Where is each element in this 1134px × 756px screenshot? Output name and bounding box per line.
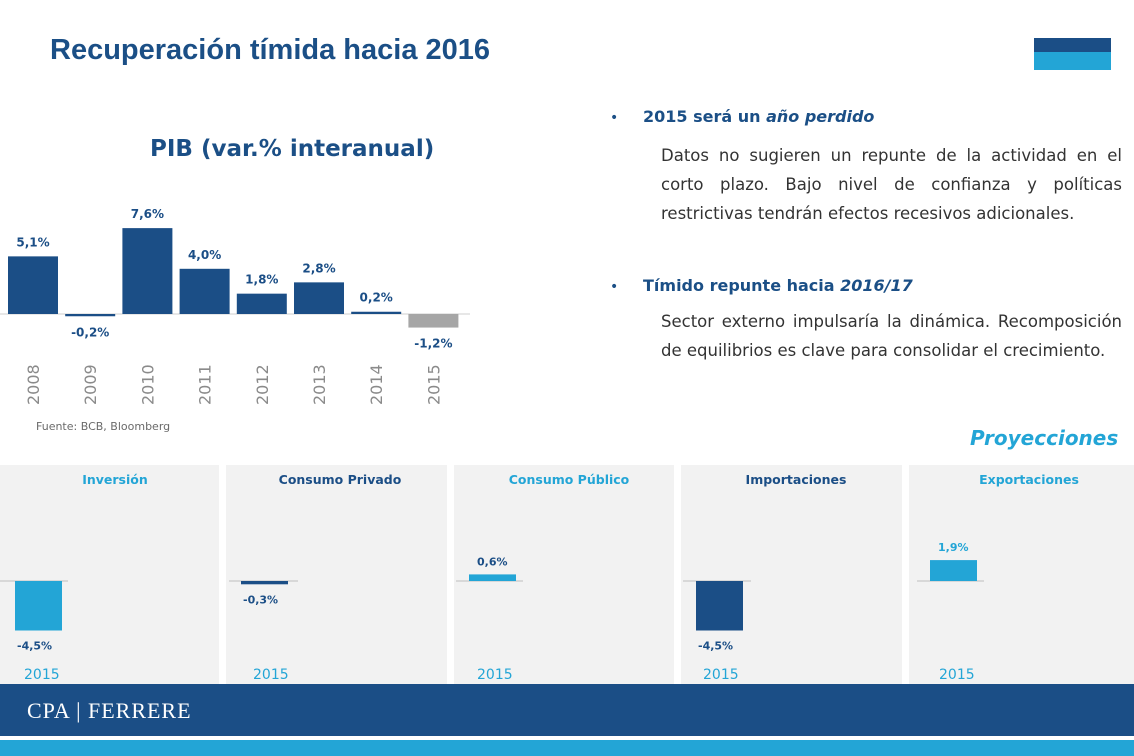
footer-logo: CPA | FERRERE — [27, 698, 192, 723]
source-note: Fuente: BCB, Bloomberg — [36, 420, 171, 433]
x-tick-2010: 2010 — [138, 364, 157, 405]
panel-title-consumo-privado: Consumo Privado — [278, 472, 402, 487]
bullet-heading-emphasis: 2016/17 — [840, 276, 913, 295]
bullet-body: Sector externo impulsaría la dinámica. R… — [661, 312, 1122, 360]
bar-label-2008: 5,1% — [16, 235, 49, 249]
x-tick-2014: 2014 — [367, 364, 386, 405]
panel-title-importaciones: Importaciones — [745, 472, 847, 487]
x-tick-2008: 2008 — [24, 364, 43, 405]
mini-bar-4 — [930, 560, 977, 581]
panel-title-inversion: Inversión — [82, 472, 148, 487]
bar-2010 — [122, 228, 173, 314]
x-tick-2009: 2009 — [81, 364, 100, 405]
mini-bar-label-4: 1,9% — [938, 541, 969, 554]
x-tick-2011: 2011 — [196, 364, 215, 405]
page-title: Recuperación tímida hacia 2016 — [50, 34, 491, 66]
bar-2009 — [65, 314, 116, 317]
bar-2012 — [236, 293, 287, 314]
panel-year-label: 2015 — [939, 667, 975, 683]
mini-bar-label-1: -0,3% — [243, 593, 278, 606]
projections-bar-charts: -4,5% -0,3% 0,6% -4,5% 1,9% — [0, 541, 984, 653]
panel-year-label: 2015 — [477, 667, 513, 683]
mini-bar-2 — [469, 574, 516, 581]
panel-year-label: 2015 — [703, 667, 739, 683]
mini-bar-label-2: 0,6% — [477, 555, 508, 568]
mini-bar-1 — [241, 581, 288, 585]
brand-stripes-icon — [1034, 38, 1111, 70]
x-tick-2012: 2012 — [253, 364, 272, 405]
bar-label-2012: 1,8% — [245, 273, 278, 287]
bar-label-2013: 2,8% — [302, 261, 335, 275]
x-tick-2015: 2015 — [424, 364, 443, 405]
x-tick-2013: 2013 — [310, 364, 329, 405]
mini-bar-label-3: -4,5% — [698, 640, 733, 653]
pib-bar-chart: 5,1% 2008 -0,2% 2009 7,6% 2010 4,0% 2011 1,8% 201… — [0, 207, 470, 405]
panel-title-exportaciones: Exportaciones — [979, 472, 1079, 487]
projection-panel — [0, 465, 219, 685]
bar-label-2011: 4,0% — [188, 248, 221, 262]
mini-bar-label-0: -4,5% — [17, 640, 52, 653]
bar-label-2014: 0,2% — [360, 291, 393, 305]
bullet-heading: 2015 será un año perdido — [643, 107, 874, 126]
bullet-heading-emphasis: año perdido — [766, 107, 875, 126]
footer-bar — [0, 684, 1134, 736]
chart-title: PIB (var.% interanual) — [150, 136, 435, 162]
panel-title-consumo-publico: Consumo Público — [508, 472, 630, 487]
bullet-body: Datos no sugieren un repunte de la activ… — [661, 146, 1122, 223]
projection-panel — [226, 465, 447, 685]
bar-label-2009: -0,2% — [71, 325, 109, 339]
bullet-icon: • — [610, 279, 619, 295]
bullet-icon: • — [610, 110, 619, 126]
footer-stripe — [0, 740, 1134, 756]
mini-bar-0 — [15, 581, 62, 631]
bar-label-2010: 7,6% — [131, 207, 164, 221]
bar-2015 — [408, 314, 459, 328]
bar-2008 — [8, 256, 58, 314]
bar-2011 — [179, 268, 230, 314]
projections-title: Proyecciones — [970, 426, 1119, 450]
bullet-heading-text: 2015 será un — [643, 107, 767, 126]
bullet-heading-text: Tímido repunte hacia — [643, 276, 841, 295]
panel-year-label: 2015 — [253, 667, 289, 683]
bar-2014 — [351, 311, 402, 314]
mini-bar-3 — [696, 581, 743, 631]
bullet-heading: Tímido repunte hacia 2016/17 — [643, 276, 913, 295]
bar-2013 — [294, 282, 344, 314]
bar-label-2015: -1,2% — [414, 337, 452, 351]
panel-year-label: 2015 — [24, 667, 60, 683]
projection-panel — [681, 465, 902, 685]
